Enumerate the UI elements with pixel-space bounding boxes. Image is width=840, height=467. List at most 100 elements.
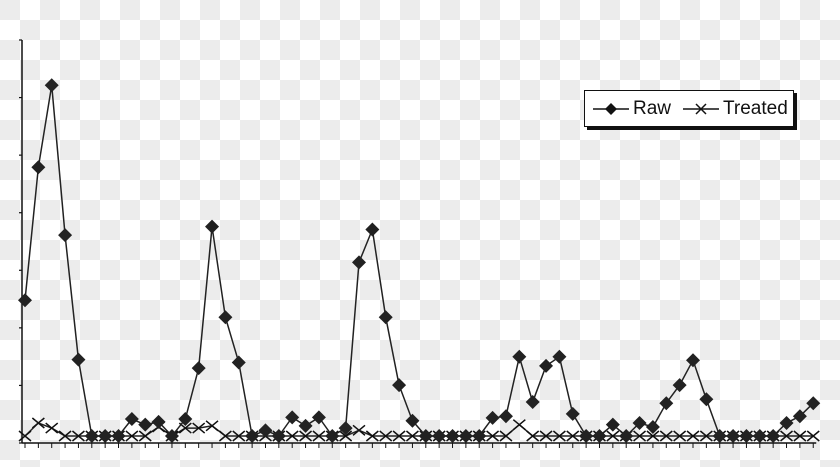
- legend: Raw Treated: [584, 90, 794, 127]
- raw-point: [338, 421, 353, 436]
- raw-point: [552, 349, 567, 364]
- treated-point: [138, 430, 152, 442]
- treated-point: [539, 430, 553, 442]
- treated-point: [299, 430, 313, 442]
- treated-point: [699, 430, 713, 442]
- raw-point: [525, 395, 540, 410]
- treated-point: [392, 430, 406, 442]
- raw-point: [271, 429, 286, 443]
- raw-point: [58, 228, 73, 243]
- raw-point: [98, 429, 113, 443]
- raw-point: [71, 352, 86, 367]
- raw-point: [806, 396, 821, 411]
- series-line-raw: [24, 85, 814, 438]
- raw-point: [311, 410, 326, 425]
- treated-point: [312, 430, 326, 442]
- raw-point: [164, 429, 179, 443]
- legend-item-raw: Raw: [593, 98, 671, 120]
- treated-point: [232, 430, 246, 442]
- raw-point: [218, 310, 233, 325]
- raw-point: [31, 160, 46, 175]
- raw-point: [686, 353, 700, 368]
- treated-point: [31, 417, 45, 429]
- treated-point: [526, 430, 540, 442]
- treated-point: [365, 430, 379, 442]
- treated-point: [499, 430, 513, 442]
- raw-point: [565, 406, 580, 421]
- x-marker-icon: [683, 102, 720, 115]
- treated-point: [379, 430, 393, 442]
- treated-point: [659, 430, 673, 442]
- treated-point: [673, 430, 687, 442]
- treated-point: [58, 430, 72, 442]
- treated-point: [339, 430, 353, 442]
- raw-point: [485, 410, 500, 425]
- raw-point: [672, 378, 687, 393]
- raw-point: [619, 429, 634, 443]
- plot-area: [18, 78, 821, 443]
- legend-item-treated: Treated: [683, 98, 788, 120]
- treated-point: [192, 422, 206, 434]
- raw-point: [138, 417, 153, 432]
- raw-point: [191, 361, 206, 376]
- raw-point: [792, 409, 807, 424]
- raw-point: [752, 429, 767, 443]
- treated-point: [71, 430, 85, 442]
- raw-point: [498, 409, 513, 424]
- raw-point: [779, 415, 794, 430]
- raw-point: [539, 358, 554, 373]
- raw-point: [245, 429, 260, 443]
- raw-point: [84, 429, 99, 443]
- raw-point: [645, 419, 660, 434]
- treated-point: [512, 419, 526, 431]
- treated-point: [405, 430, 419, 442]
- treated-point: [633, 430, 647, 442]
- raw-point: [699, 392, 714, 407]
- raw-point: [432, 429, 447, 443]
- raw-point: [231, 355, 246, 370]
- treated-point: [793, 430, 807, 442]
- treated-point: [646, 430, 660, 442]
- raw-point: [472, 429, 487, 443]
- raw-point: [352, 255, 366, 270]
- treated-point: [285, 430, 299, 442]
- raw-point: [405, 413, 420, 428]
- raw-point: [579, 429, 594, 443]
- treated-point: [566, 430, 580, 442]
- raw-point: [392, 378, 407, 393]
- treated-point: [606, 430, 620, 442]
- treated-point: [45, 422, 59, 434]
- treated-point: [806, 430, 820, 442]
- raw-point: [605, 417, 620, 432]
- raw-point: [766, 429, 781, 443]
- raw-point: [325, 429, 340, 443]
- raw-point: [592, 429, 607, 443]
- raw-point: [178, 412, 193, 427]
- treated-point: [125, 430, 139, 442]
- treated-point: [552, 430, 566, 442]
- raw-point: [512, 349, 527, 364]
- raw-point: [458, 429, 473, 443]
- raw-point: [378, 310, 393, 325]
- raw-point: [726, 429, 741, 443]
- treated-point: [780, 430, 794, 442]
- raw-point: [298, 418, 313, 433]
- raw-point: [632, 415, 647, 430]
- raw-point: [258, 423, 273, 438]
- treated-point: [686, 430, 700, 442]
- treated-point: [205, 420, 219, 432]
- treated-point: [486, 430, 500, 442]
- treated-point: [352, 424, 366, 436]
- raw-point: [365, 222, 380, 237]
- legend-label-raw: Raw: [633, 97, 672, 119]
- raw-point: [151, 414, 166, 429]
- raw-point: [445, 429, 460, 443]
- raw-point: [285, 410, 300, 425]
- diamond-marker-icon: [593, 102, 629, 115]
- raw-point: [418, 429, 433, 443]
- raw-point: [712, 429, 727, 443]
- raw-point: [124, 412, 139, 427]
- raw-point: [739, 429, 754, 443]
- raw-point: [44, 78, 59, 93]
